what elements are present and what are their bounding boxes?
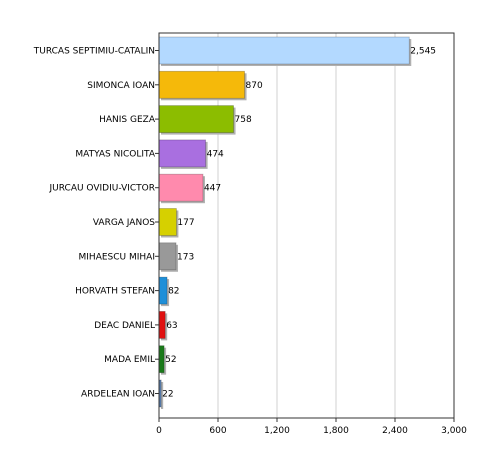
category-label: HORVATH STEFAN bbox=[75, 287, 155, 297]
category-label: DEAC DANIEL bbox=[94, 321, 155, 331]
bar bbox=[158, 208, 177, 236]
category-label: MATYAS NICOLITA bbox=[75, 149, 155, 159]
value-label: 758 bbox=[235, 115, 252, 125]
labels: 0 600 1,200 1,800 2,400 3,000 TURCAS SEPTIMIU-… bbox=[33, 47, 467, 437]
value-label: 2,545 bbox=[410, 47, 436, 57]
category-label: MIHAESCU MIHAI bbox=[79, 252, 155, 262]
category-label: MADA EMIL bbox=[104, 355, 155, 365]
category-label: TURCAS SEPTIMIU-CATALIN bbox=[33, 47, 155, 57]
value-label: 52 bbox=[165, 355, 176, 365]
bar bbox=[158, 276, 168, 305]
value-label: 82 bbox=[168, 287, 179, 297]
bars bbox=[158, 36, 412, 409]
category-label: VARGA JANOS bbox=[93, 218, 155, 228]
category-label: ARDELEAN IOAN bbox=[81, 390, 155, 400]
value-label: 177 bbox=[177, 218, 194, 228]
x-tick-label: 1,200 bbox=[264, 426, 290, 436]
value-label: 870 bbox=[246, 81, 263, 91]
x-tick-label: 600 bbox=[209, 426, 226, 436]
value-label: 63 bbox=[166, 321, 177, 331]
bar bbox=[158, 139, 207, 168]
x-tick-label: 3,000 bbox=[441, 426, 467, 436]
value-label: 474 bbox=[207, 149, 224, 159]
bar bbox=[158, 173, 204, 202]
x-tick-label: 2,400 bbox=[382, 426, 408, 436]
bar bbox=[158, 105, 234, 133]
category-label: HANIS GEZA bbox=[99, 115, 156, 125]
bar bbox=[158, 36, 410, 65]
category-label: SIMONCA IOAN bbox=[87, 81, 155, 91]
bar-shadow bbox=[161, 382, 164, 409]
bar bbox=[158, 310, 166, 339]
category-label: JURCAU OVIDIU-VICTOR bbox=[49, 184, 156, 194]
bar bbox=[158, 345, 165, 374]
value-label: 447 bbox=[204, 184, 221, 194]
value-label: 173 bbox=[177, 252, 194, 262]
x-tick-label: 1,800 bbox=[323, 426, 349, 436]
value-label: 22 bbox=[162, 390, 173, 400]
plot-frame bbox=[158, 32, 455, 419]
bar bbox=[158, 70, 245, 99]
x-tick-label: 0 bbox=[156, 426, 162, 436]
bar bbox=[158, 242, 177, 271]
